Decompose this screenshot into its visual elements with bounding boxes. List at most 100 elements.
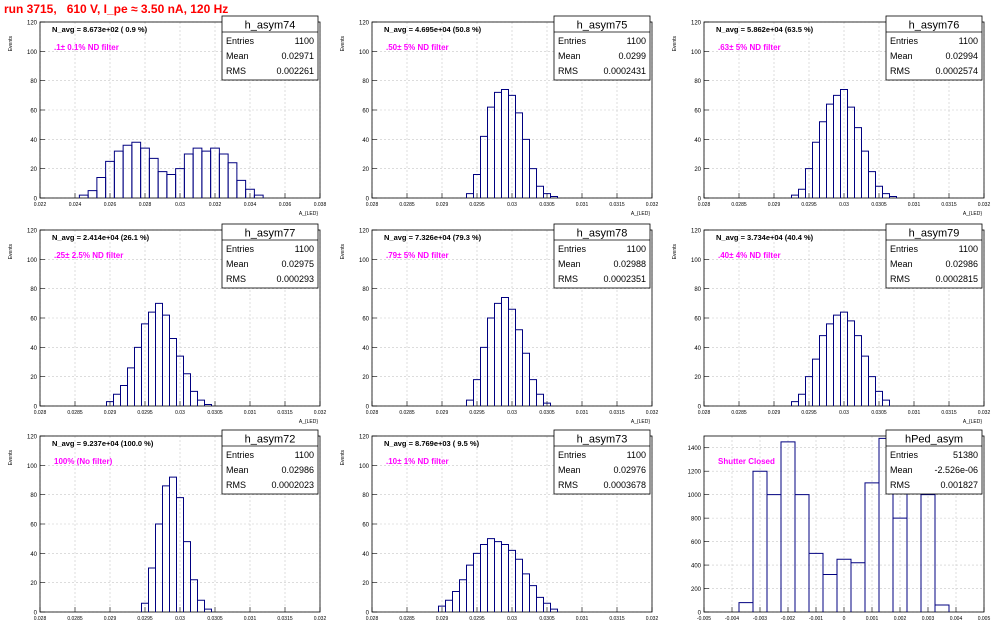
x-tick-label: 0.0285 [399,202,415,208]
y-tick-label: 60 [362,523,369,529]
histogram-bin [87,190,98,198]
x-tick-label: 0.0305 [207,410,223,416]
histogram-bin [529,585,537,612]
x-tick-label: 0.032 [646,410,659,416]
x-tick-label: 0.028 [34,616,47,622]
stats-rms-label: RMS [558,480,578,490]
y-tick-label: 120 [27,435,38,441]
y-tick-label: 0 [34,197,38,203]
x-tick-label: 0.0285 [67,616,83,622]
histogram-bin [236,179,247,198]
histogram-bin [550,608,558,612]
stats-box [221,223,319,289]
x-tick-label: 0.029 [104,616,117,622]
stats-mean-label: Mean [558,259,581,269]
stats-mean-label: Mean [890,259,913,269]
stats-entries-value: 1100 [959,244,978,254]
x-tick-label: 0.028 [366,410,379,416]
y-axis-label: Events [340,36,346,52]
histogram-bin [501,544,509,612]
y-tick-label: 100 [691,258,702,264]
y-tick-label: 20 [30,581,37,587]
x-tick-label: 0.036 [279,202,292,208]
x-axis-label: A_{LED} [963,211,983,217]
stats-mean-value: 0.02994 [945,51,978,61]
histogram-bin [445,599,453,612]
stats-rms-label: RMS [890,66,910,76]
y-tick-label: 40 [694,138,701,144]
histogram-bin [522,352,530,406]
histogram-pad-h_asym74: 0 20 40 60 80 100 120 0.022 0.024 0.026 0.028 0.03 0… [8,15,326,217]
y-tick-label: 200 [691,587,702,593]
y-tick-label: 800 [691,517,702,523]
stats-entries-label: Entries [226,244,255,254]
y-tick-label: 80 [694,287,701,293]
stats-box [221,429,319,495]
y-tick-label: 60 [30,109,37,115]
x-tick-label: 0.029 [436,616,449,622]
y-tick-label: 120 [691,229,702,235]
y-tick-label: 1400 [688,446,702,452]
histogram-bin [889,196,897,198]
x-tick-label: 0.0295 [469,616,485,622]
x-tick-label: 0.03 [507,202,517,208]
run-title: run 3715, 610 V, I_pe ≈ 3.50 nA, 120 Hz [4,2,229,16]
histogram-bin [847,320,855,406]
histogram-bin [536,185,544,198]
stats-title: h_asym77 [245,228,296,240]
x-tick-label: 0.029 [436,410,449,416]
filter-annotation: .25± 2.5% ND filter [54,251,123,260]
stats-entries-label: Entries [226,450,255,460]
histogram-bin [812,358,820,406]
x-tick-label: 0.0285 [67,410,83,416]
y-tick-label: 40 [362,138,369,144]
stats-rms-label: RMS [226,480,246,490]
y-tick-label: 20 [362,375,369,381]
histogram-bin [794,494,810,612]
histogram-bin [127,367,135,406]
stats-title: h_asym72 [245,434,296,446]
histogram-bin [529,379,537,406]
x-tick-label: 0.0295 [469,202,485,208]
histogram-bin [480,135,488,198]
histogram-bin [166,174,177,198]
stats-rms-value: 0.001827 [940,480,978,490]
histogram-bin [920,494,936,612]
stats-mean-label: Mean [226,51,249,61]
stats-entries-label: Entries [890,244,919,254]
x-tick-label: 0.0285 [731,410,747,416]
x-tick-label: 0.032 [646,202,659,208]
x-tick-label: 0.031 [576,410,589,416]
histogram-bin [183,541,191,612]
y-tick-label: 40 [30,346,37,352]
histogram-pad-h_asym77: 0 20 40 60 80 100 120 0.028 0.0285 0.029 0.0295 0.0… [8,223,326,425]
histogram-bin [812,141,820,198]
histogram-bin [833,314,841,406]
histogram-bin [854,127,862,198]
histogram-bin [833,94,841,198]
y-tick-label: 60 [362,109,369,115]
histogram-bin [875,185,883,198]
x-tick-label: 0.029 [436,202,449,208]
y-axis-label: Events [672,244,678,260]
histogram-bin [798,188,806,198]
x-tick-label: 0.03 [175,616,185,622]
histogram-bin [850,562,866,612]
filter-annotation: .63± 5% ND filter [718,43,781,52]
x-tick-label: 0.032 [646,616,659,622]
y-tick-label: 1000 [688,493,702,499]
y-axis-label: Events [340,244,346,260]
stats-box [885,223,983,289]
y-tick-label: 0 [698,405,702,411]
stats-rms-label: RMS [558,66,578,76]
histogram-bin [169,338,177,406]
histogram-pad-h_asym75: 0 20 40 60 80 100 120 0.028 0.0285 0.029 0.0295 0.0… [340,15,659,217]
histogram-bin [466,193,474,198]
x-tick-label: 0.0315 [277,616,293,622]
histogram-bin [738,602,754,612]
y-tick-label: 20 [30,167,37,173]
y-tick-label: 400 [691,564,702,570]
y-tick-label: 120 [359,435,370,441]
x-tick-label: 0.031 [576,202,589,208]
stats-title: h_asym76 [909,20,960,32]
